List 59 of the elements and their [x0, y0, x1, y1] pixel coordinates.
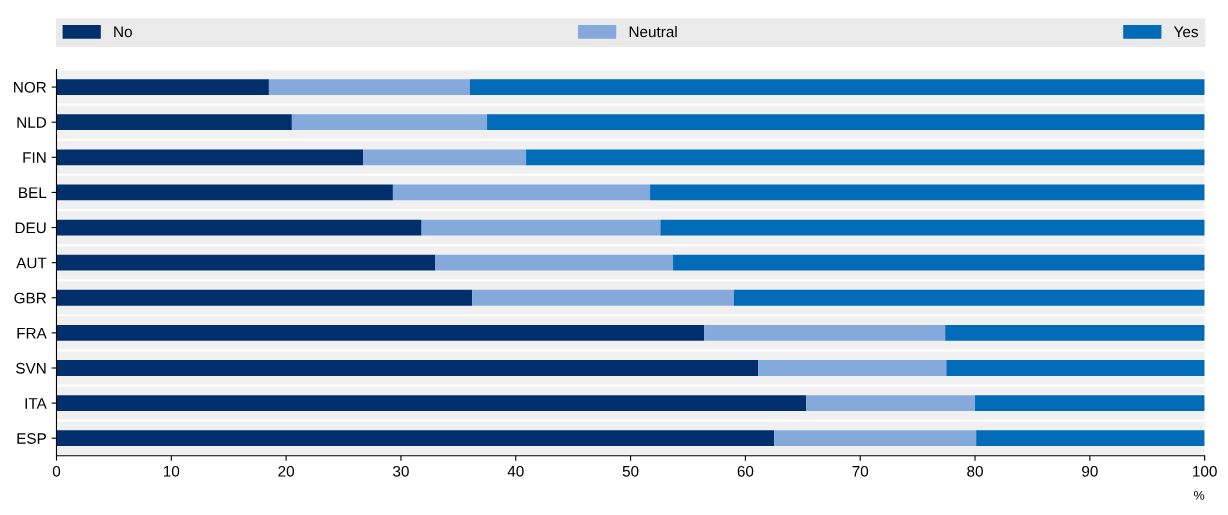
- bar: [487, 114, 1205, 131]
- bar: [526, 149, 1205, 166]
- legend-label: Yes: [1173, 26, 1199, 38]
- bar: [56, 289, 473, 306]
- bar: [806, 395, 976, 412]
- bar: [56, 430, 775, 447]
- bar: [56, 254, 436, 271]
- y-tick-label: NLD: [17, 117, 47, 128]
- bar: [268, 79, 470, 95]
- bar: [421, 219, 661, 236]
- bar: [733, 289, 1205, 306]
- bar: [56, 219, 422, 236]
- bar: [56, 324, 705, 341]
- y-tick-label: NOR: [14, 81, 47, 93]
- bar: [673, 254, 1205, 271]
- bar: [975, 395, 1205, 412]
- y-tick-label: ESP: [17, 433, 46, 444]
- x-tick-label: 90: [1082, 465, 1098, 477]
- bar: [472, 289, 734, 306]
- y-tick-label: BEL: [19, 187, 47, 198]
- y-tick-label: DEU: [15, 222, 46, 234]
- bar: [56, 395, 807, 412]
- bar: [774, 430, 977, 447]
- bar: [435, 254, 674, 271]
- x-tick-label: 60: [737, 465, 754, 477]
- bar: [392, 184, 651, 201]
- legend-label: Neutral: [629, 26, 677, 38]
- x-tick-label: 50: [622, 465, 639, 477]
- bar: [291, 114, 488, 131]
- legend-label: No: [114, 26, 132, 38]
- y-tick-label: SVN: [16, 362, 46, 374]
- bar: [363, 149, 527, 166]
- x-tick-label: 30: [393, 465, 409, 477]
- bar: [946, 360, 1205, 376]
- y-tick-label: FIN: [23, 152, 46, 163]
- bar: [56, 79, 269, 95]
- bar: [56, 149, 364, 166]
- y-tick-label: FRA: [17, 327, 47, 339]
- y-tick-label: AUT: [16, 257, 47, 269]
- bar: [469, 79, 1205, 95]
- bar: [758, 360, 947, 376]
- x-axis-title: %: [1194, 490, 1205, 500]
- bar: [56, 360, 759, 376]
- bar: [660, 219, 1205, 236]
- x-tick-label: 40: [507, 465, 524, 477]
- x-tick-label: 100: [1193, 465, 1217, 477]
- bar: [650, 184, 1205, 201]
- bar: [945, 324, 1205, 341]
- bar: [976, 430, 1205, 447]
- bar: [56, 114, 292, 131]
- x-tick-label: 20: [278, 465, 295, 477]
- y-tick-label: GBR: [14, 292, 47, 304]
- bar: [704, 324, 946, 341]
- x-tick-label: 80: [967, 465, 983, 477]
- x-tick-label: 0: [52, 465, 61, 477]
- y-tick-label: ITA: [25, 398, 47, 409]
- x-tick-label: 70: [852, 465, 869, 477]
- bar: [56, 184, 393, 201]
- x-tick-label: 10: [163, 465, 180, 477]
